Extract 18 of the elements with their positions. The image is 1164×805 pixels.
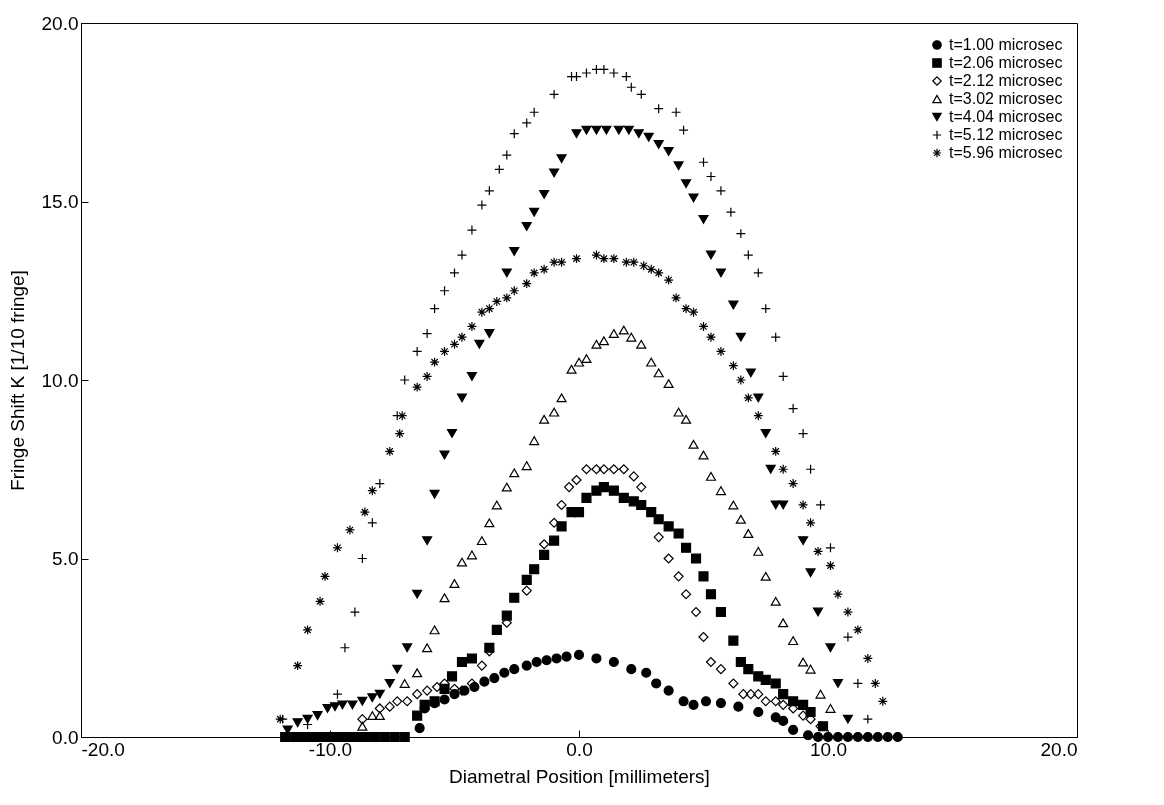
legend-label: t=2.12 microsec bbox=[949, 72, 1063, 89]
y-tick-label: 10.0 bbox=[41, 369, 79, 391]
y-tick-label: 15.0 bbox=[41, 191, 79, 212]
legend-label: t=4.04 microsec bbox=[949, 108, 1063, 125]
x-axis-title: Diametral Position [millimeters] bbox=[449, 765, 710, 787]
x-tick-label: -10.0 bbox=[308, 738, 353, 760]
x-tick-label: 10.0 bbox=[810, 738, 847, 760]
x-tick-label: -20.0 bbox=[81, 738, 125, 760]
x-tick-label: 0.0 bbox=[566, 738, 593, 760]
legend-label: t=1.00 microsec bbox=[949, 36, 1063, 53]
legend-label: t=3.02 microsec bbox=[949, 90, 1063, 107]
x-tick-label: 20.0 bbox=[1040, 738, 1078, 760]
y-tick-label: 20.0 bbox=[41, 12, 79, 34]
legend-label: t=2.06 microsec bbox=[949, 54, 1063, 71]
legend-label: t=5.96 microsec bbox=[949, 144, 1063, 161]
y-axis-title: Fringe Shift K [1/10 fringe] bbox=[6, 270, 28, 491]
legend-label: t=5.12 microsec bbox=[949, 126, 1063, 143]
y-tick-label: 5.0 bbox=[52, 548, 79, 569]
